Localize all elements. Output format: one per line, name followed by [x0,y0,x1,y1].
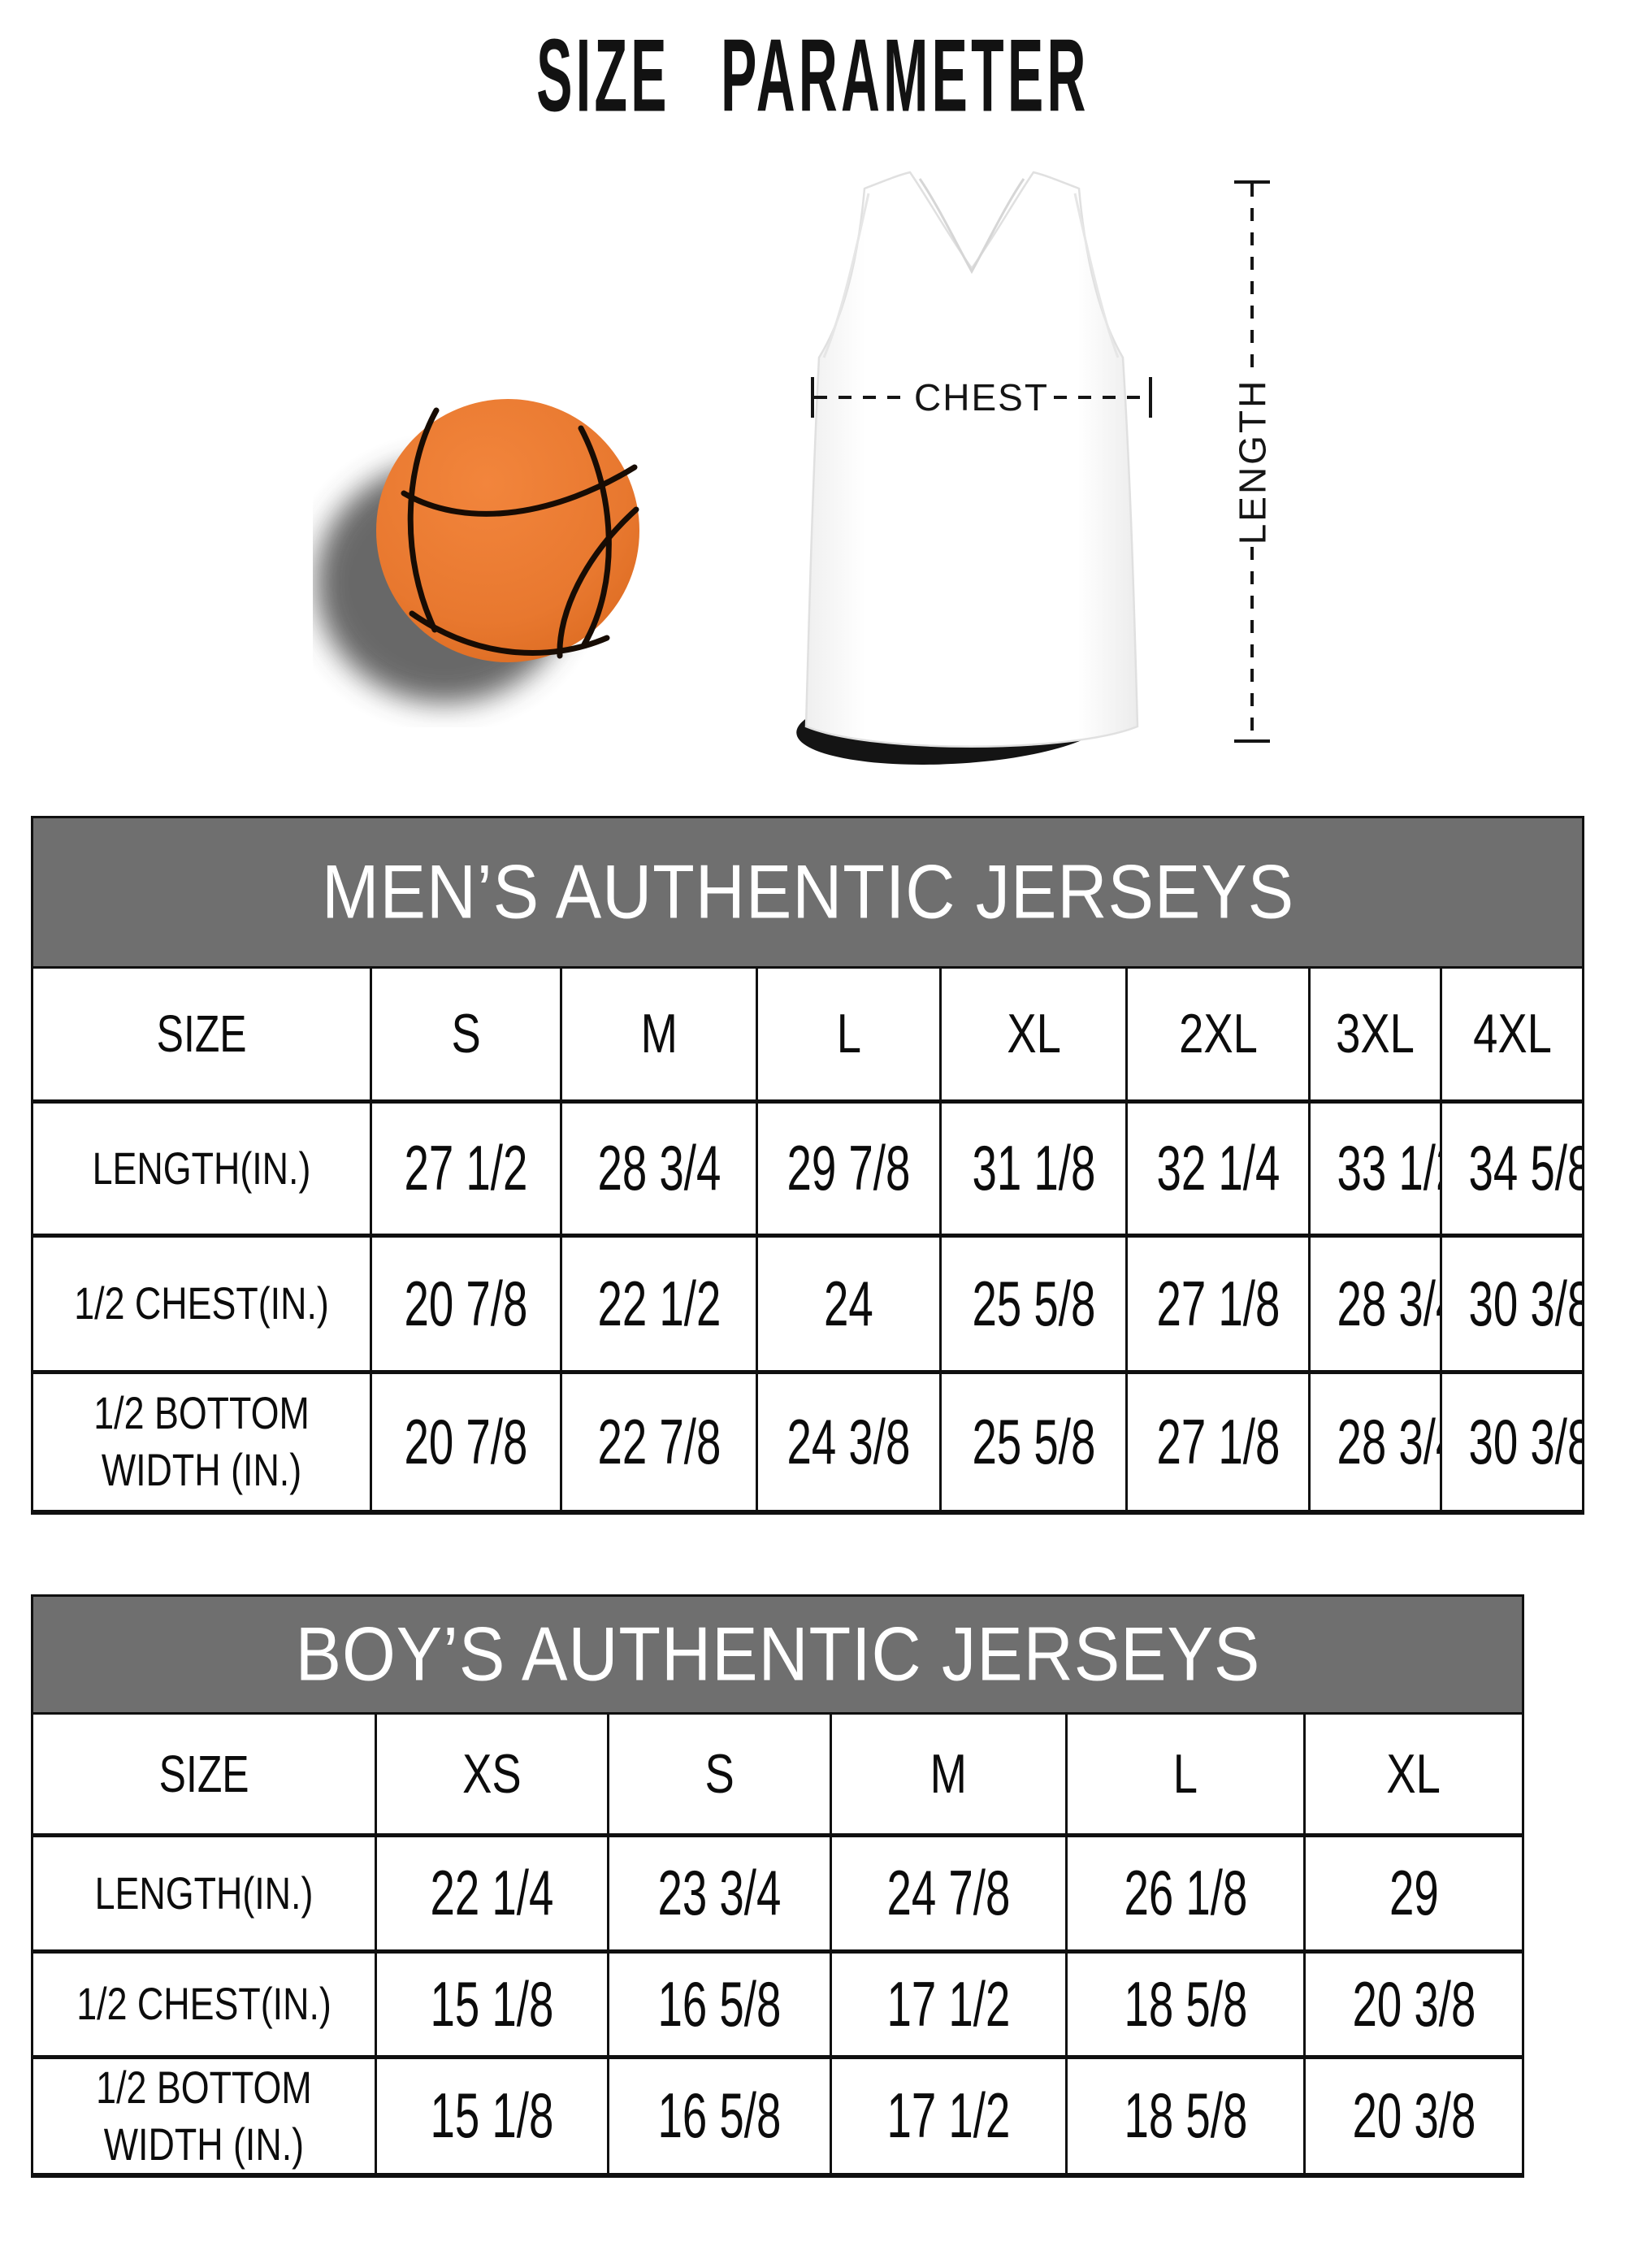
jersey-armhole-left [822,193,870,358]
boys-table-header-band: BOY’S AUTHENTIC JERSEYS [33,1597,1522,1715]
row-label-cell: 1/2 CHEST(IN.) [33,1233,371,1372]
value-cell: 31 1/8 [939,1099,1127,1235]
mens-size-l: L [755,969,941,1101]
value-cell: 16 5/8 [606,1949,831,2057]
boys-chest-row: 1/2 CHEST(IN.) 15 1/8 16 5/8 17 1/2 18 5… [33,1949,1522,2057]
value-cell: 27 1/8 [1125,1369,1310,1510]
boys-size-s: S [606,1715,831,1835]
mens-table-header-band: MEN’S AUTHENTIC JERSEYS [33,818,1582,969]
mens-table: MEN’S AUTHENTIC JERSEYS SIZE S M L XL 2X… [31,816,1584,1515]
size-label: SIZE [156,1004,247,1064]
value-cell: 22 1/2 [560,1233,757,1372]
value-cell: 17 1/2 [830,2054,1067,2173]
length-dash-top [1250,184,1254,376]
boys-bottom-width-row: 1/2 BOTTOM WIDTH (IN.) 15 1/8 16 5/8 17 … [33,2054,1522,2173]
value-cell: 33 1/2 [1308,1099,1441,1235]
jersey-body [804,171,1139,748]
row-label-cell: LENGTH(IN.) [33,1832,376,1951]
value-cell: 26 1/8 [1064,1832,1305,1951]
mens-size-header-row: SIZE S M L XL 2XL 3XL 4XL [33,969,1582,1101]
mens-size-header-cell: SIZE [33,969,371,1101]
jersey-armhole-right [1073,193,1120,358]
boys-length-row: LENGTH(IN.) 22 1/4 23 3/4 24 7/8 26 1/8 … [33,1832,1522,1951]
value-cell: 30 3/8 [1440,1369,1582,1510]
value-cell: 15 1/8 [374,1949,609,2057]
value-cell: 29 7/8 [755,1099,941,1235]
value-cell: 22 7/8 [560,1369,757,1510]
value-cell: 16 5/8 [606,2054,831,2173]
chest-tick-left [811,377,814,418]
value-cell: 27 1/8 [1125,1233,1310,1372]
value-cell: 32 1/4 [1125,1099,1310,1235]
value-cell: 24 7/8 [830,1832,1067,1951]
value-cell: 34 5/8 [1440,1099,1582,1235]
value-cell: 20 3/8 [1303,2054,1522,2173]
boys-size-header-row: SIZE XS S M L XL [33,1715,1522,1835]
value-cell: 23 3/4 [606,1832,831,1951]
chest-tick-right [1149,377,1152,418]
value-cell: 25 5/8 [939,1233,1127,1372]
mens-size-s: S [369,969,561,1101]
mens-size-table: SIZE S M L XL 2XL 3XL 4XL LENGTH(IN.) 27… [33,969,1582,1510]
value-cell: 18 5/8 [1064,2054,1305,2173]
value-cell: 28 3/4 [1308,1369,1441,1510]
value-cell: 27 1/2 [369,1099,561,1235]
row-label-cell: 1/2 BOTTOM WIDTH (IN.) [33,2054,376,2173]
row-label-cell: 1/2 BOTTOM WIDTH (IN.) [33,1369,371,1510]
value-cell: 29 [1303,1832,1522,1951]
length-dimension-label: LENGTH [1231,378,1273,545]
value-cell: 24 3/8 [755,1369,941,1510]
value-cell: 30 3/8 [1440,1233,1582,1372]
mens-size-2xl: 2XL [1125,969,1310,1101]
boys-size-header-cell: SIZE [33,1715,375,1835]
page-title-text: SIZE PARAMETER [535,19,1090,134]
value-cell: 20 3/8 [1303,1949,1522,2057]
mens-chest-row: 1/2 CHEST(IN.) 20 7/8 22 1/2 24 25 5/8 2… [33,1233,1582,1372]
boys-size-xs: XS [374,1715,609,1835]
mens-size-xl: XL [939,969,1127,1101]
value-cell: 25 5/8 [939,1369,1127,1510]
basketball-illustration [316,399,639,703]
chest-dash-right [1053,396,1149,399]
boys-size-m: M [830,1715,1067,1835]
mens-bottom-width-row: 1/2 BOTTOM WIDTH (IN.) 20 7/8 22 7/8 24 … [33,1369,1582,1510]
mens-size-4xl: 4XL [1440,969,1582,1101]
mens-table-header: MEN’S AUTHENTIC JERSEYS [321,849,1294,935]
boys-size-table: SIZE XS S M L XL LENGTH(IN.) 22 1/4 23 3… [33,1715,1522,2173]
chest-dimension: CHEST [811,376,1152,418]
value-cell: 17 1/2 [830,1949,1067,2057]
jersey-neck-trim [918,178,1025,275]
value-cell: 20 7/8 [369,1233,561,1372]
basketball-ball [376,399,639,662]
hero-section: CHEST LENGTH [0,0,1625,804]
value-cell: 28 3/4 [1308,1233,1441,1372]
value-cell: 18 5/8 [1064,1949,1305,2057]
boys-table: BOY’S AUTHENTIC JERSEYS SIZE XS S M L XL… [31,1594,1524,2178]
value-cell: 22 1/4 [374,1832,609,1951]
value-cell: 28 3/4 [560,1099,757,1235]
value-cell: 15 1/8 [374,2054,609,2173]
boys-size-xl: XL [1303,1715,1522,1835]
size-label: SIZE [158,1744,249,1803]
boys-size-l: L [1064,1715,1305,1835]
chest-dash-left [814,396,910,399]
mens-size-3xl: 3XL [1308,969,1441,1101]
boys-table-header: BOY’S AUTHENTIC JERSEYS [295,1611,1260,1697]
mens-size-m: M [560,969,757,1101]
length-dash-bottom [1250,547,1254,739]
mens-length-row: LENGTH(IN.) 27 1/2 28 3/4 29 7/8 31 1/8 … [33,1099,1582,1235]
length-tick-top [1234,180,1270,184]
value-cell: 24 [755,1233,941,1372]
row-label-cell: LENGTH(IN.) [33,1099,371,1235]
basketball-seams [401,407,639,659]
page-title: SIZE PARAMETER [0,18,1625,133]
length-label-wrap: LENGTH [1169,376,1336,547]
chest-dimension-label: CHEST [914,376,1049,418]
length-tick-bottom [1234,739,1270,743]
row-label-cell: 1/2 CHEST(IN.) [33,1949,376,2057]
jersey-illustration [796,171,1139,765]
length-dimension: LENGTH [1224,180,1280,743]
value-cell: 20 7/8 [369,1369,561,1510]
